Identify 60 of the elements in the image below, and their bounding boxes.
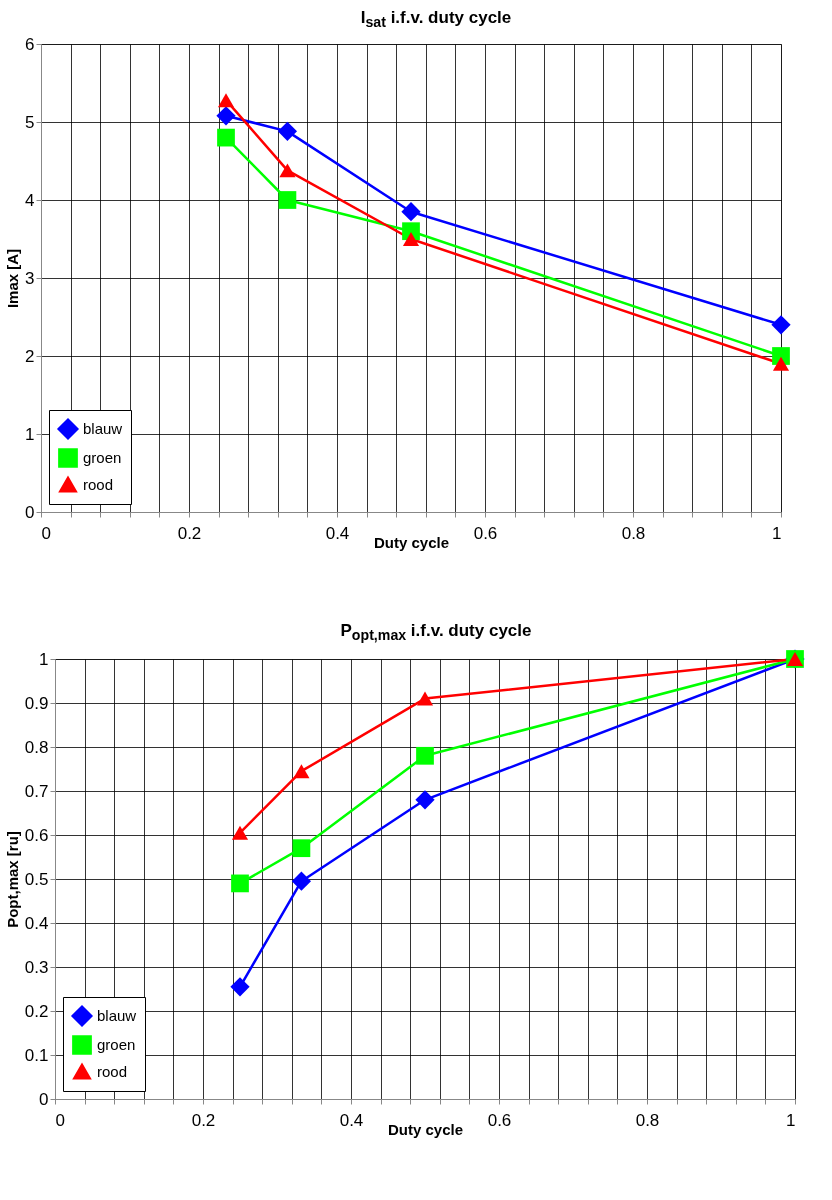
x-axis-title: Duty cycle: [373, 533, 450, 551]
x-tick-label: 0.8: [635, 1110, 660, 1130]
chart-title: P$_{opt,max}$ i.f.v. duty cycle: [339, 621, 533, 644]
point: [277, 122, 298, 142]
point: [416, 746, 434, 765]
point: [292, 839, 311, 857]
point: [291, 871, 312, 891]
legend-label: blauw: [97, 1006, 137, 1024]
point: [231, 874, 249, 893]
point: [230, 976, 250, 997]
y-tick-label: 1: [39, 649, 49, 669]
point: [771, 315, 791, 335]
point: [217, 129, 235, 147]
point: [217, 93, 235, 108]
point: [216, 106, 236, 126]
point: [278, 191, 297, 210]
y-tick-label: 4: [25, 190, 35, 210]
chart-title: I$_{sat}$ i.f.v. duty cycle: [359, 8, 513, 31]
y-tick-label: 0.7: [24, 781, 49, 801]
x-tick-label: 0.6: [487, 1110, 512, 1130]
y-tick-label: 0.6: [24, 825, 49, 845]
legend-label: groen: [83, 449, 122, 467]
x-axis-title: Duty cycle: [387, 1120, 464, 1138]
y-tick-label: 0: [39, 1089, 49, 1109]
y-tick-label: 0.3: [24, 957, 49, 977]
x-tick-label: 0.8: [621, 523, 646, 543]
x-tick-label: 1: [772, 523, 782, 543]
point: [416, 691, 434, 706]
point: [402, 232, 420, 247]
y-tick-label: 3: [25, 268, 35, 288]
x-tick-label: 0.2: [177, 523, 202, 543]
x-tick-label: 0.4: [325, 523, 350, 543]
legend-label: rood: [97, 1062, 128, 1080]
legend-label: groen: [97, 1035, 136, 1053]
x-tick-label: 0: [55, 1110, 65, 1130]
x-tick-label: 1: [786, 1110, 796, 1130]
y-tick-label: 0.2: [24, 1001, 49, 1021]
y-tick-label: 5: [25, 112, 35, 132]
y-tick-label: 0.5: [24, 869, 49, 889]
y-axis-title: Imax [A]: [4, 249, 22, 309]
y-tick-label: 6: [25, 34, 35, 54]
point: [293, 764, 310, 778]
y-tick-label: 1: [25, 424, 35, 444]
legend-label: blauw: [83, 420, 123, 438]
y-axis-title: Popt,max [ru]: [3, 830, 21, 928]
point: [279, 163, 296, 178]
x-tick-label: 0.2: [191, 1110, 216, 1130]
y-tick-label: 2: [25, 346, 35, 366]
y-tick-label: 0.9: [24, 693, 49, 713]
y-tick-label: 0.8: [24, 737, 49, 757]
x-tick-label: 0.6: [473, 523, 498, 543]
y-tick-label: 0: [25, 502, 35, 522]
point: [415, 789, 435, 810]
point: [772, 357, 790, 372]
y-tick-label: 0.4: [24, 913, 49, 933]
y-tick-label: 0.1: [24, 1045, 49, 1065]
point: [401, 202, 421, 222]
x-tick-label: 0.4: [339, 1110, 364, 1130]
legend-label: rood: [83, 475, 114, 493]
point: [231, 825, 249, 840]
